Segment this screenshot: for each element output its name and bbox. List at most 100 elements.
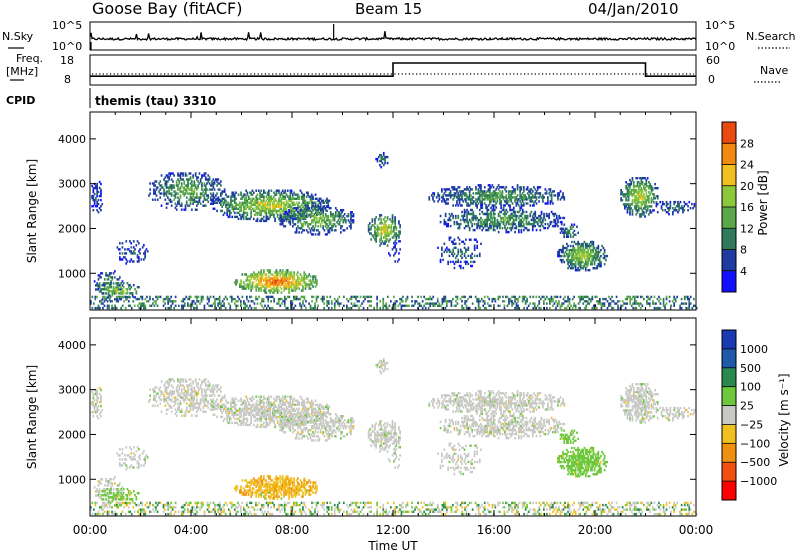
power-cell <box>627 185 630 188</box>
power-cell <box>497 214 500 218</box>
power-cell <box>209 192 212 195</box>
power-cell <box>473 214 476 218</box>
power-cell <box>599 300 601 303</box>
power-cell <box>269 209 271 213</box>
power-cell <box>185 174 188 177</box>
power-cell <box>576 256 578 260</box>
power-cell <box>568 260 571 264</box>
power-cell <box>393 228 395 231</box>
power-cell <box>393 234 395 237</box>
power-cell <box>143 244 145 247</box>
power-cell <box>576 269 578 272</box>
power-cell <box>631 195 634 198</box>
power-cell <box>635 300 638 303</box>
power-cell <box>384 224 386 227</box>
power-cell <box>254 277 256 280</box>
power-cell <box>546 306 548 310</box>
power-cell <box>403 304 406 307</box>
power-cell <box>468 192 471 195</box>
power-cell <box>481 192 484 195</box>
power-cell <box>637 207 640 210</box>
power-cell <box>283 287 285 290</box>
power-cell <box>168 300 171 303</box>
power-cell <box>286 217 289 221</box>
power-cell <box>630 191 633 194</box>
power-cell <box>270 295 272 299</box>
power-cell <box>304 215 307 218</box>
power-cell <box>571 227 573 230</box>
power-cell <box>125 258 128 261</box>
power-cell <box>588 242 591 246</box>
power-cell <box>659 302 662 305</box>
power-cell <box>252 203 255 206</box>
power-cell <box>127 284 130 287</box>
power-cell <box>187 184 189 187</box>
power-cell <box>270 283 273 286</box>
power-cell <box>212 196 215 199</box>
power-cell <box>313 227 316 230</box>
power-cell <box>262 306 265 310</box>
power-cell <box>251 207 254 210</box>
velocity-cell <box>92 392 95 396</box>
power-cell <box>441 302 444 305</box>
power-cell <box>156 304 159 307</box>
power-cell <box>523 188 525 191</box>
power-cell <box>470 188 472 191</box>
power-cell <box>168 188 170 191</box>
power-cell <box>269 289 271 292</box>
power-cell <box>250 306 253 310</box>
power-cell <box>645 201 648 204</box>
power-cell <box>491 218 494 222</box>
power-cell <box>97 274 100 277</box>
power-cell <box>305 207 308 210</box>
power-cell <box>270 277 273 280</box>
velocity-cell <box>115 488 117 491</box>
power-cell <box>514 192 516 195</box>
power-cell <box>482 304 485 307</box>
power-cell <box>261 195 264 198</box>
power-cell <box>310 211 313 214</box>
velocity-cell <box>93 392 96 396</box>
power-cell <box>265 281 268 284</box>
power-cell <box>566 252 568 256</box>
power-cell <box>323 302 325 305</box>
power-cell <box>300 225 303 228</box>
power-cell <box>93 280 96 283</box>
power-cell <box>260 287 263 290</box>
power-cell <box>568 250 571 254</box>
power-cell <box>201 188 203 191</box>
power-cell <box>624 207 626 210</box>
power-cell <box>399 226 401 229</box>
power-cell <box>177 304 180 307</box>
power-cell <box>582 267 585 270</box>
power-cell <box>162 300 165 303</box>
power-cell <box>314 277 317 280</box>
power-cell <box>167 306 169 310</box>
power-cell <box>466 188 468 191</box>
power-cell <box>207 174 210 177</box>
power-cell <box>629 302 631 305</box>
power-cell <box>254 275 256 278</box>
power-cell <box>223 197 226 200</box>
power-cell <box>263 289 265 292</box>
power-cell <box>571 250 573 254</box>
power-cell <box>235 300 238 303</box>
power-cell <box>293 207 295 210</box>
power-cell <box>472 260 475 264</box>
power-cell <box>640 189 643 192</box>
velocity-cell <box>106 484 109 487</box>
power-cell <box>260 199 263 202</box>
power-cell <box>260 209 263 213</box>
power-cell <box>273 297 275 301</box>
power-cell <box>184 206 187 209</box>
power-cell <box>662 297 665 301</box>
power-cell <box>300 217 303 220</box>
power-cell <box>260 289 263 292</box>
power-cell <box>336 221 338 224</box>
power-cell <box>262 297 265 301</box>
power-cell <box>496 226 499 230</box>
power-cell <box>559 216 562 220</box>
power-cell <box>283 207 285 210</box>
power-cell <box>293 213 295 216</box>
power-cell <box>160 174 163 177</box>
